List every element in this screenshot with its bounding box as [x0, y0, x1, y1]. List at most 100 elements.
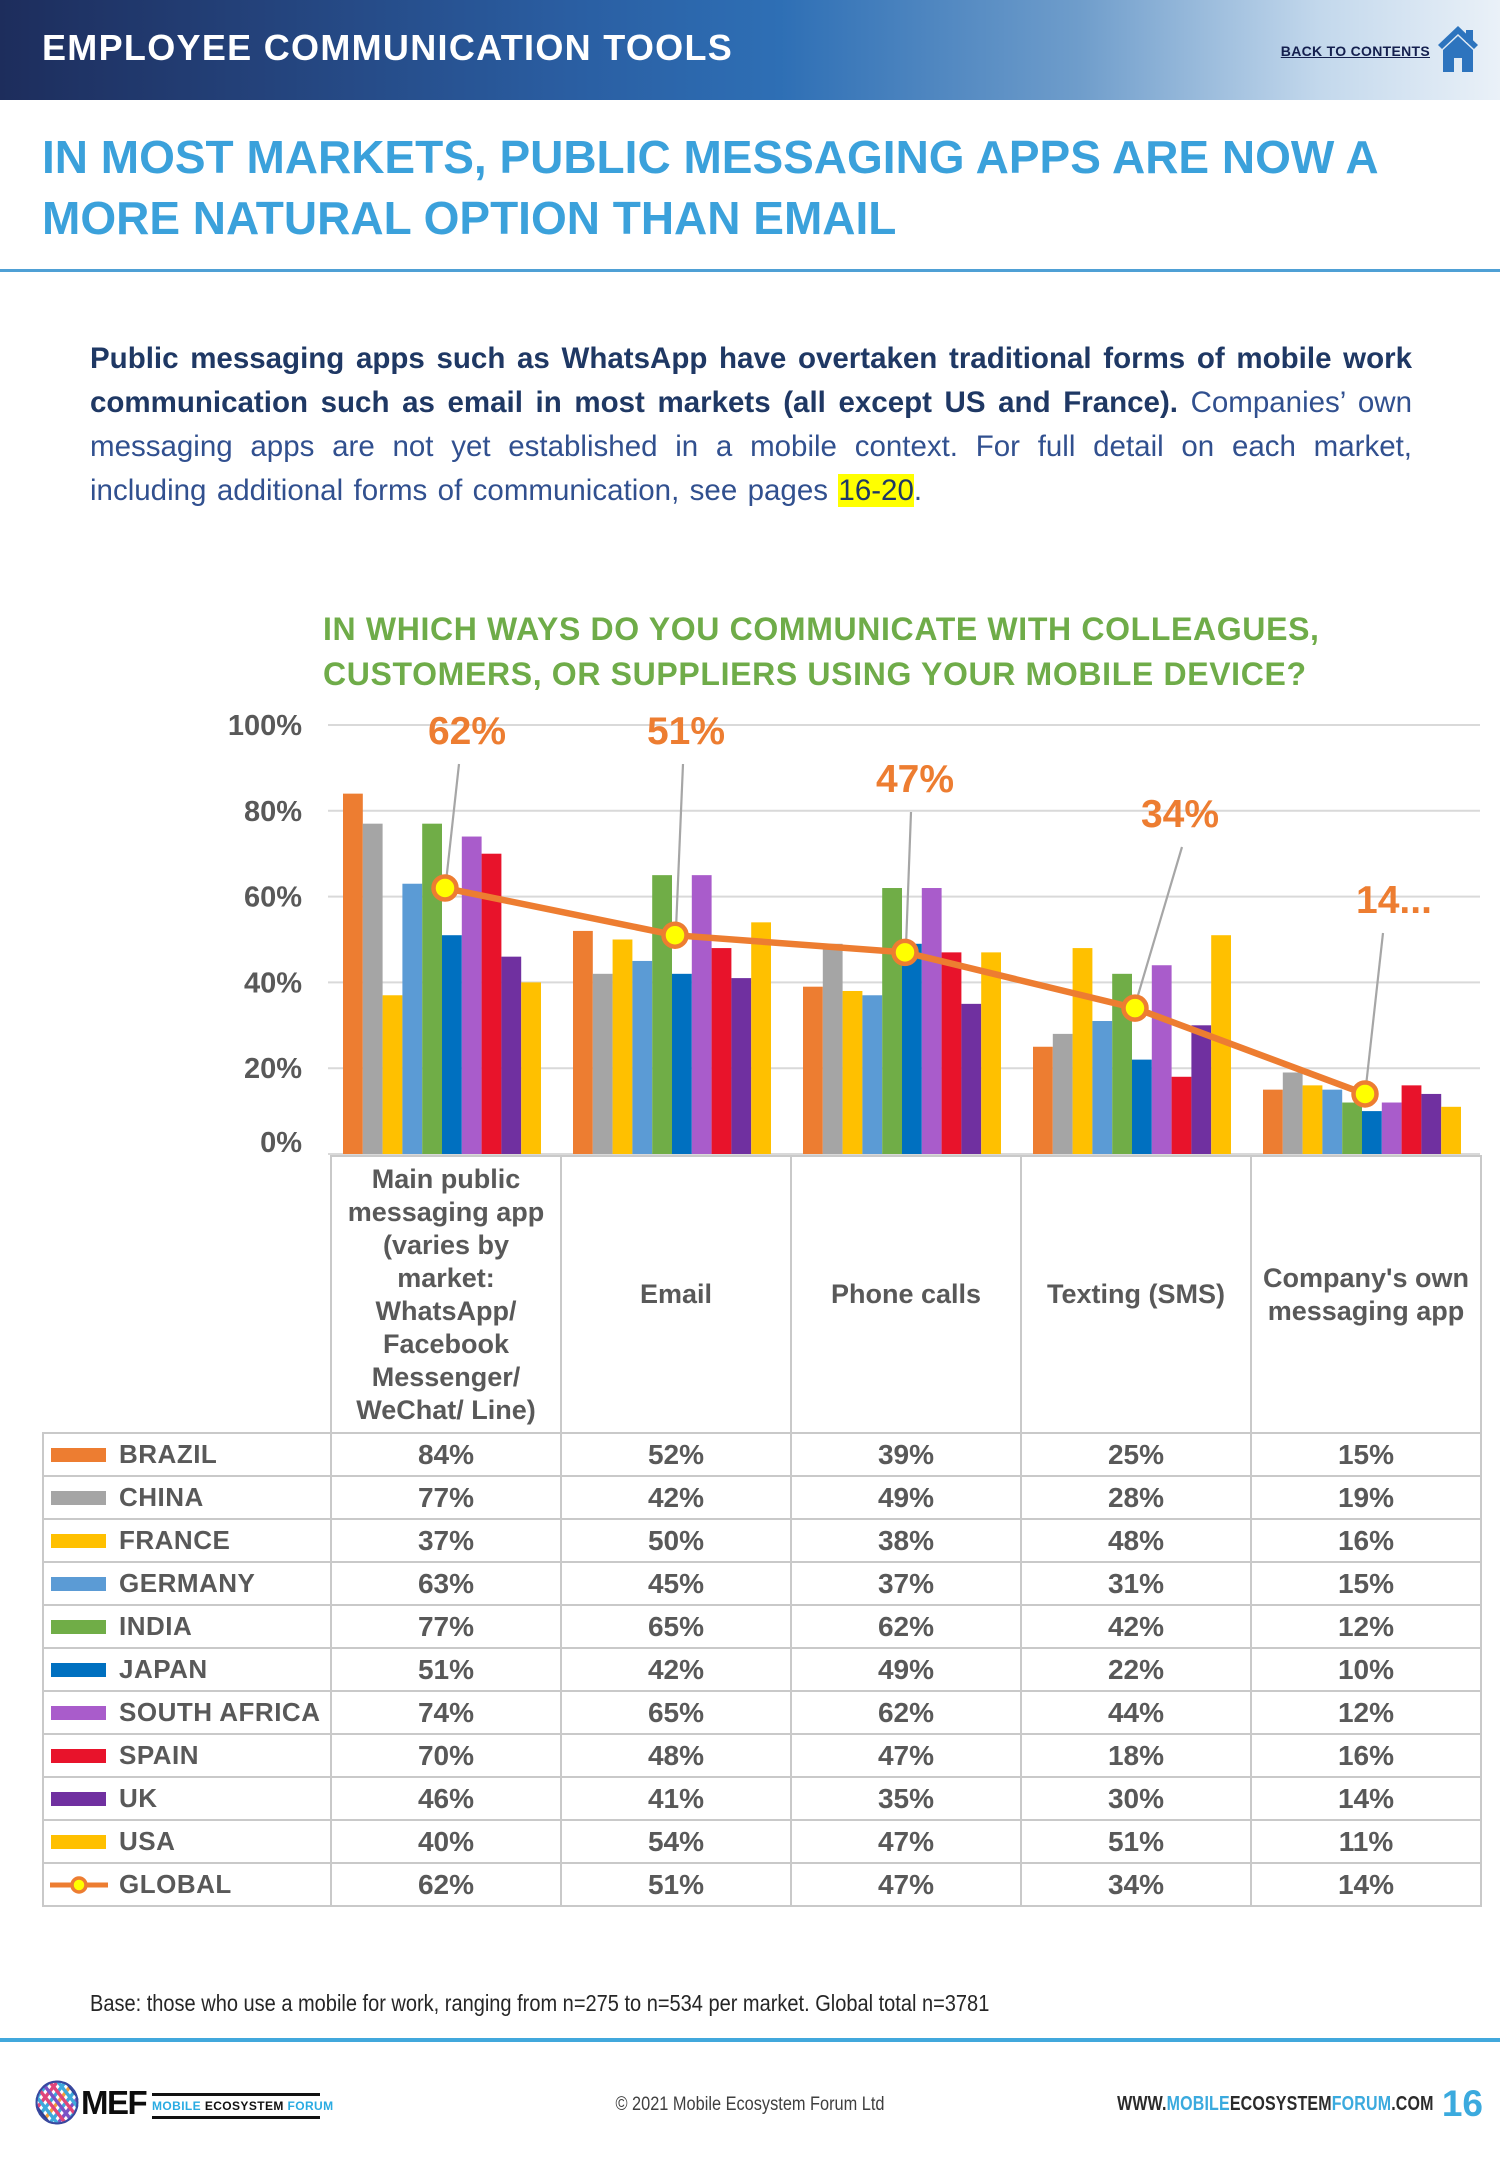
column-header: Phone calls	[790, 1155, 1022, 1434]
value-cell: 65%	[560, 1690, 792, 1735]
top-banner: EMPLOYEE COMMUNICATION TOOLS BACK TO CON…	[0, 0, 1500, 100]
bar-south-africa	[1381, 1102, 1402, 1154]
value-cell: 45%	[560, 1561, 792, 1606]
value-cell: 77%	[330, 1604, 562, 1649]
row-label-cell: CHINA	[42, 1475, 332, 1520]
bar-usa	[521, 982, 541, 1154]
bar-brazil	[803, 986, 823, 1154]
bar-india	[422, 823, 442, 1154]
value-cell: 51%	[330, 1647, 562, 1692]
value-cell: 41%	[560, 1776, 792, 1821]
legend-swatch	[51, 1576, 106, 1591]
legend-swatch	[51, 1834, 106, 1849]
copyright-text: © 2021 Mobile Ecosystem Forum Ltd	[615, 2094, 885, 2115]
global-data-label: 47%	[876, 758, 954, 801]
bar-brazil	[1033, 1046, 1053, 1154]
table-row: BRAZIL 84% 52% 39% 25% 15%	[42, 1432, 1482, 1477]
value-cell: 49%	[790, 1647, 1022, 1692]
value-cell: 18%	[1020, 1733, 1252, 1778]
value-cell: 50%	[560, 1518, 792, 1563]
value-cell: 10%	[1250, 1647, 1482, 1692]
bar-france	[382, 995, 403, 1154]
page-range-highlight: 16-20	[838, 474, 914, 507]
bar-uk	[961, 1003, 982, 1154]
row-label-cell: SPAIN	[42, 1733, 332, 1778]
value-cell: 62%	[790, 1690, 1022, 1735]
bar-china	[362, 823, 383, 1154]
table-row: JAPAN 51% 42% 49% 22% 10%	[42, 1647, 1482, 1692]
bar-south-africa	[921, 888, 942, 1154]
bar-france	[1302, 1085, 1323, 1154]
bar-india	[652, 875, 672, 1154]
value-cell: 62%	[330, 1862, 562, 1907]
section-title: EMPLOYEE COMMUNICATION TOOLS	[42, 27, 734, 68]
row-label: USA	[119, 1826, 176, 1856]
value-cell: 52%	[560, 1432, 792, 1477]
bar-india	[882, 888, 902, 1154]
home-icon[interactable]	[1438, 26, 1478, 72]
global-marker	[891, 938, 919, 967]
website-url-segment: MOBILE	[1167, 2093, 1231, 2115]
value-cell: 25%	[1020, 1432, 1252, 1477]
value-cell: 46%	[330, 1776, 562, 1821]
row-label-cell: BRAZIL	[42, 1432, 332, 1477]
table-row: SOUTH AFRICA 74% 65% 62% 44% 12%	[42, 1690, 1482, 1735]
value-cell: 54%	[560, 1819, 792, 1864]
intro-regular-text: Companies’ own messaging apps are not ye…	[90, 386, 1412, 507]
mef-globe-icon	[35, 2080, 79, 2125]
back-to-contents-link[interactable]: BACK TO CONTENTS	[1280, 43, 1430, 59]
table-corner-cell	[43, 1156, 331, 1433]
bar-south-africa	[461, 836, 482, 1154]
mef-tagline-segment: MOBILE	[152, 2099, 205, 2113]
value-cell: 39%	[790, 1432, 1022, 1477]
bar-japan	[902, 943, 922, 1154]
value-cell: 42%	[560, 1475, 792, 1520]
label-leader-line	[444, 763, 461, 883]
bar-uk	[1191, 1025, 1212, 1154]
bar-usa	[1211, 935, 1231, 1154]
value-cell: 47%	[790, 1819, 1022, 1864]
global-marker	[661, 921, 689, 949]
row-label: UK	[119, 1783, 158, 1813]
bar-uk	[731, 978, 752, 1154]
value-cell: 51%	[560, 1862, 792, 1907]
row-label: BRAZIL	[119, 1439, 218, 1469]
y-axis-tick-label: 0%	[260, 1127, 302, 1159]
bar-usa	[1441, 1106, 1461, 1154]
bar-spain	[1171, 1076, 1192, 1154]
value-cell: 77%	[330, 1475, 562, 1520]
table-row: UK 46% 41% 35% 30% 14%	[42, 1776, 1482, 1821]
y-axis-tick-label: 80%	[244, 796, 302, 828]
bar-japan	[1132, 1059, 1152, 1154]
y-axis-tick-label: 100%	[228, 710, 302, 742]
website-url-segment: ECOSYSTEM	[1230, 2093, 1333, 2115]
bar-china	[1052, 1033, 1073, 1154]
row-label-cell: INDIA	[42, 1604, 332, 1649]
mef-tagline-segment: ECOSYSTEM	[204, 2099, 288, 2113]
row-label: INDIA	[119, 1611, 193, 1641]
value-cell: 35%	[790, 1776, 1022, 1821]
legend-swatch	[51, 1705, 106, 1720]
value-cell: 74%	[330, 1690, 562, 1735]
headline-rule	[0, 269, 1500, 272]
row-label: SPAIN	[119, 1740, 200, 1770]
value-cell: 19%	[1250, 1475, 1482, 1520]
value-cell: 16%	[1250, 1733, 1482, 1778]
y-axis-tick-label: 60%	[244, 882, 302, 914]
y-axis-tick-label: 40%	[244, 967, 302, 999]
value-cell: 22%	[1020, 1647, 1252, 1692]
value-cell: 65%	[560, 1604, 792, 1649]
table-row: INDIA 77% 65% 62% 42% 12%	[42, 1604, 1482, 1649]
website-url-segment: FORUM	[1332, 2093, 1392, 2115]
value-cell: 51%	[1020, 1819, 1252, 1864]
bar-china	[592, 973, 613, 1154]
value-cell: 44%	[1020, 1690, 1252, 1735]
bar-uk	[501, 956, 522, 1154]
bar-japan	[672, 973, 692, 1154]
row-label: JAPAN	[119, 1654, 208, 1684]
row-label: GERMANY	[119, 1568, 256, 1598]
mef-tagline-segment: FORUM	[287, 2099, 334, 2113]
bar-brazil	[343, 793, 363, 1154]
value-cell: 14%	[1250, 1862, 1482, 1907]
mef-tagline: MOBILE ECOSYSTEM FORUM	[152, 2093, 333, 2119]
